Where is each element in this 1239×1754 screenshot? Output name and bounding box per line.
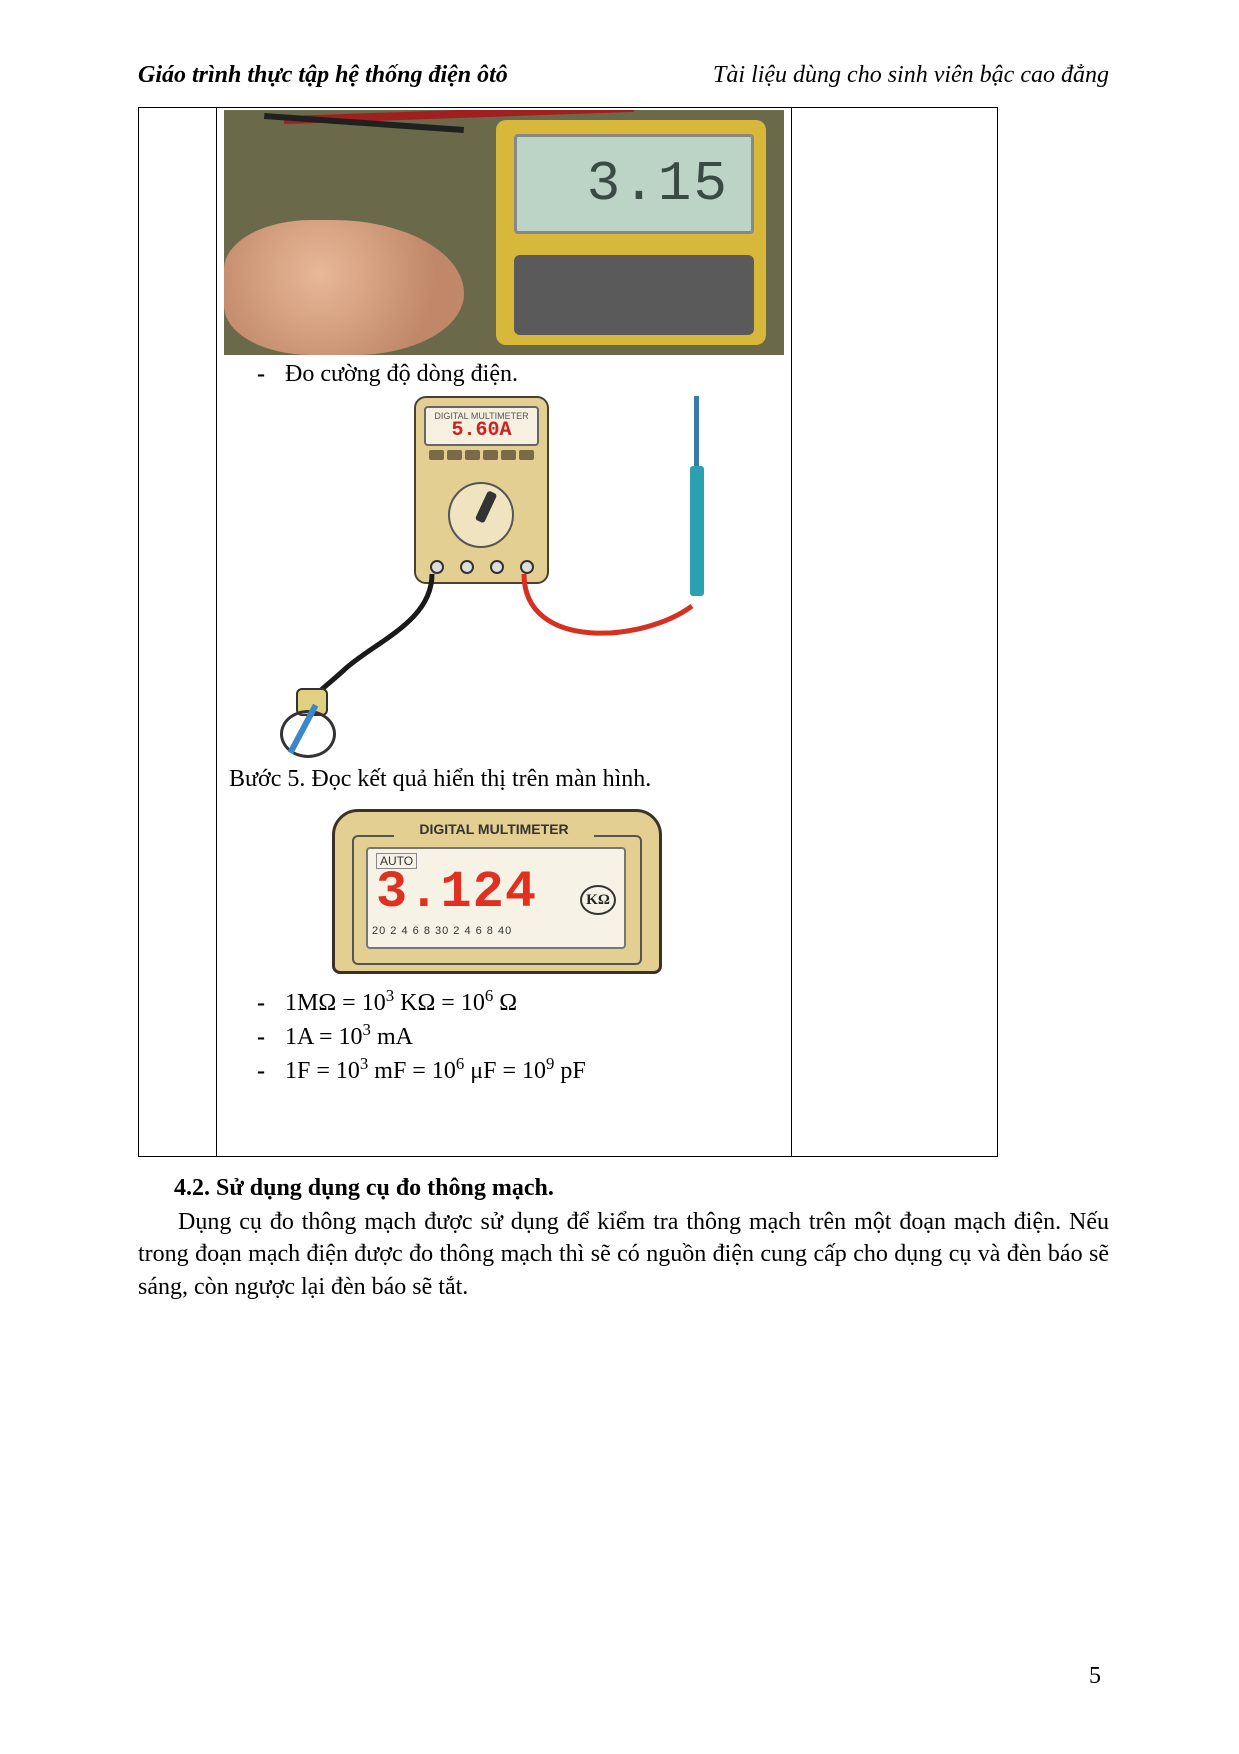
table-col-1 (139, 108, 217, 1156)
content-table: 3.15 - Đo cường độ dòng điện. DIGITAL MU… (138, 107, 998, 1157)
table-col-3 (792, 108, 997, 1156)
meter3-scale: 20 2 4 6 8 30 2 4 6 8 40 (372, 925, 512, 937)
page-number: 5 (1089, 1663, 1101, 1690)
jack-4 (520, 560, 534, 574)
bullet-current-measure: - Đo cường độ dòng điện. (217, 355, 791, 392)
conv-ohm-text: 1MΩ = 103 KΩ = 106 Ω (285, 985, 517, 1019)
conv-amp-text: 1A = 103 mA (285, 1019, 413, 1053)
unit-conversion-list: - 1MΩ = 103 KΩ = 106 Ω - 1A = 103 mA - 1… (217, 983, 791, 1094)
section-heading: 4.2. Sử dụng dụng cụ đo thông mạch. (138, 1157, 1109, 1206)
blue-probe (690, 396, 704, 606)
paragraph-text: Dụng cụ đo thông mạch được sử dụng để ki… (138, 1209, 1109, 1300)
step-5-text: Bước 5. Đọc kết quả hiển thị trên màn hì… (217, 762, 791, 797)
table-col-2: 3.15 - Đo cường độ dòng điện. DIGITAL MU… (217, 108, 792, 1156)
lcd-readout-diagram: DIGITAL MULTIMETER AUTO 3.124 KΩ 20 2 4 … (224, 801, 784, 981)
meter-controls (514, 255, 754, 335)
meter2-lcd: DIGITAL MULTIMETER 5.60A (424, 406, 539, 446)
conv-farad-text: 1F = 103 mF = 106 μF = 109 pF (285, 1053, 586, 1087)
page-header: Giáo trình thực tập hệ thống điện ôtô Tà… (138, 62, 1109, 89)
meter-lcd: 3.15 (514, 134, 754, 234)
meter3-unit: KΩ (580, 885, 616, 915)
bullet-text: Đo cường độ dòng điện. (285, 361, 518, 388)
current-measure-diagram: DIGITAL MULTIMETER 5.60A (224, 392, 784, 762)
bullet-dash-icon: - (257, 988, 285, 1019)
bullet-dash-icon: - (257, 1022, 285, 1053)
jack-1 (430, 560, 444, 574)
section-paragraph: Dụng cụ đo thông mạch được sử dụng để ki… (138, 1206, 1109, 1303)
hand (224, 220, 464, 355)
meter2-buttons (424, 450, 539, 476)
header-right: Tài liệu dùng cho sinh viên bậc cao đẳng (713, 62, 1109, 89)
conv-row-amp: - 1A = 103 mA (257, 1019, 791, 1053)
jack-3 (490, 560, 504, 574)
meter2-lcd-value: 5.60A (451, 421, 511, 441)
conv-row-ohm: - 1MΩ = 103 KΩ = 106 Ω (257, 985, 791, 1019)
meter2-jacks (422, 560, 542, 578)
bullet-dash-icon: - (257, 1056, 285, 1087)
meter3-value: 3.124 (376, 863, 596, 922)
bullet-dash-icon: - (257, 361, 285, 388)
lcd-reading: 3.15 (587, 152, 729, 216)
meter3-title: DIGITAL MULTIMETER (394, 821, 594, 837)
multimeter-photo: 3.15 (224, 110, 784, 355)
jack-2 (460, 560, 474, 574)
header-left: Giáo trình thực tập hệ thống điện ôtô (138, 62, 508, 89)
conv-row-farad: - 1F = 103 mF = 106 μF = 109 pF (257, 1053, 791, 1087)
